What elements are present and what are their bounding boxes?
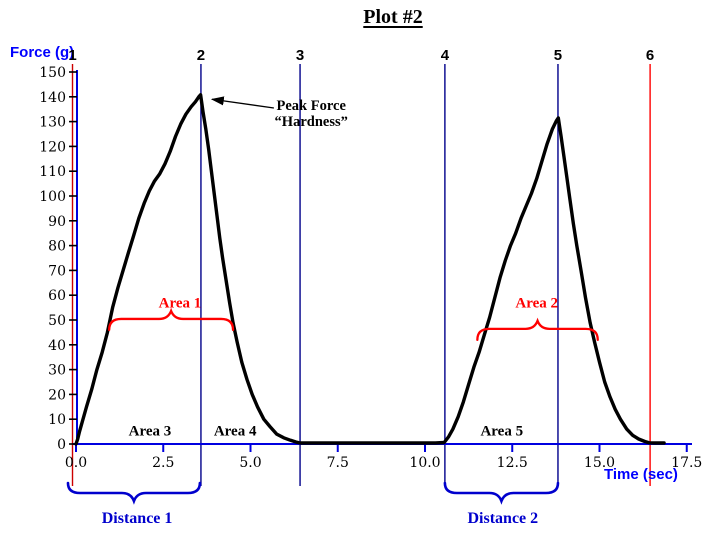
y-tick-label: 80 (48, 239, 66, 255)
y-tick-label: 60 (48, 288, 66, 304)
y-tick-label: 110 (39, 164, 66, 180)
distance-label-1: Distance 1 (102, 510, 173, 527)
y-tick-label: 40 (48, 338, 66, 354)
distance-brace-1 (66, 481, 202, 505)
y-tick-label: 120 (39, 139, 66, 155)
y-tick-label: 140 (39, 90, 66, 106)
distance-brace-2 (443, 481, 560, 505)
x-tick-label: 5.0 (239, 455, 261, 471)
x-tick-label: 17.5 (671, 455, 702, 471)
area-label-2: Area 2 (515, 296, 558, 312)
event-marker-label-2: 2 (197, 47, 205, 64)
peak-force-arrow (210, 96, 274, 109)
force-curve (74, 93, 666, 446)
y-tick-label: 50 (48, 313, 66, 329)
y-tick-label: 90 (48, 214, 66, 230)
x-tick-label: 7.5 (327, 455, 349, 471)
y-tick-label: 20 (48, 387, 66, 403)
event-marker-label-1: 1 (68, 47, 76, 64)
area-brace-1 (108, 307, 235, 332)
x-tick-label: 2.5 (152, 455, 174, 471)
y-tick-label: 0 (57, 437, 66, 453)
y-tick-label: 10 (48, 412, 66, 428)
x-tick-label: 12.5 (497, 455, 528, 471)
area-brace-2 (476, 317, 599, 341)
area-label-3: Area 3 (129, 423, 172, 439)
x-axis-label: Time (sec) (604, 466, 678, 483)
area-label-4: Area 4 (214, 423, 257, 439)
y-tick-label: 150 (39, 65, 66, 81)
area-label-5: Area 5 (480, 423, 523, 439)
event-marker-label-6: 6 (646, 47, 654, 64)
x-tick-label: 0.0 (65, 455, 87, 471)
y-tick-label: 100 (39, 189, 66, 205)
x-tick-label: 10.0 (409, 455, 440, 471)
plot-title: Plot #2 (363, 6, 423, 28)
x-tick-label: 15.0 (584, 455, 615, 471)
event-marker-label-3: 3 (296, 47, 304, 64)
peak-force-annotation-line1: Peak Force (277, 98, 347, 114)
event-marker-label-5: 5 (554, 47, 562, 64)
y-tick-label: 130 (39, 115, 66, 131)
area-label-1: Area 1 (159, 296, 202, 312)
y-tick-label: 30 (48, 363, 66, 379)
y-tick-label: 70 (48, 263, 66, 279)
peak-force-annotation-line2: “Hardness” (275, 114, 348, 130)
y-axis-label: Force (g) (10, 44, 75, 61)
event-marker-label-4: 4 (441, 47, 450, 64)
distance-label-2: Distance 2 (467, 510, 538, 527)
